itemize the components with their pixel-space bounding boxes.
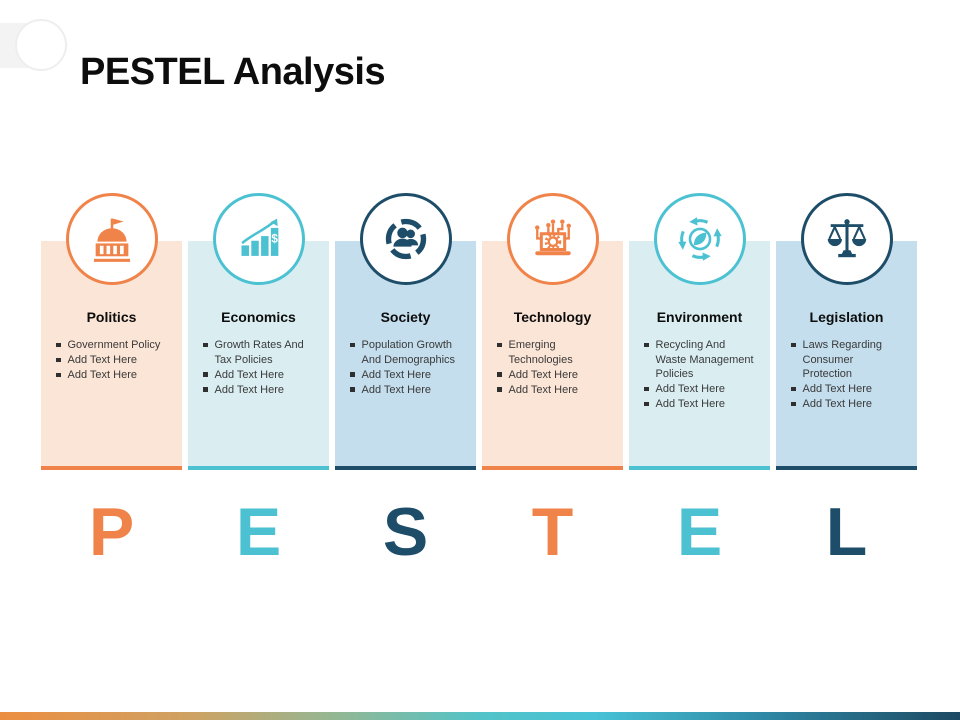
bullet-text: Add Text Here — [214, 368, 285, 381]
acronym-letter-e-4: E — [676, 494, 723, 570]
bullet-marker — [56, 342, 61, 347]
acronym-letter-l-5: L — [825, 494, 868, 570]
bullet-marker — [203, 372, 208, 377]
bullet-item: Add Text Here — [644, 397, 764, 412]
cards-row: Politics Government Policy Add Text Here A… — [41, 193, 921, 470]
bullet-item: Add Text Here — [644, 382, 764, 397]
bullet-marker — [56, 357, 61, 362]
justice-scales-icon — [819, 211, 875, 267]
government-building-icon — [84, 211, 140, 267]
bullet-item: Add Text Here — [56, 368, 176, 383]
bullet-marker — [791, 386, 796, 391]
acronym-letter-t-3: T — [531, 494, 574, 570]
bullet-text: Add Text Here — [67, 369, 138, 381]
bullet-marker — [497, 342, 502, 347]
bullet-marker — [497, 372, 502, 377]
card-bullet-list: Laws Regarding Consumer Protection Add Te… — [776, 338, 917, 412]
bullet-item: Laws Regarding Consumer Protection — [791, 338, 911, 382]
card-title: Politics — [86, 309, 137, 325]
bullet-text: Add Text Here — [67, 354, 138, 366]
bullet-item: Add Text Here — [56, 353, 176, 368]
pestel-card: Legislation Laws Regarding Consumer Prot… — [776, 193, 917, 470]
card-title: Environment — [656, 309, 743, 325]
acronym-letter-s-2: S — [382, 494, 429, 570]
acronym-letter-e-1: E — [235, 494, 282, 570]
bullet-marker — [350, 342, 355, 347]
card-bullet-list: Population Growth And Demographics Add Te… — [335, 338, 476, 397]
card-icon-circle — [800, 193, 893, 285]
technology-circuit-icon — [525, 211, 581, 267]
card-title: Legislation — [809, 309, 884, 325]
bullet-text: Government Policy — [67, 339, 161, 351]
bullet-item: Add Text Here — [350, 383, 470, 398]
card-bullet-list: Emerging Technologies Add Text Here Add Te… — [482, 338, 623, 397]
bullet-marker — [644, 401, 649, 406]
bullet-marker — [644, 386, 649, 391]
acronym-letter-p-0: P — [88, 494, 135, 570]
bullet-item: Government Policy — [56, 338, 176, 353]
bullet-marker — [791, 401, 796, 406]
header-decor-circle — [15, 19, 67, 71]
bullet-item: Recycling And Waste Management Policies — [644, 338, 764, 382]
card-bullet-list: Recycling And Waste Management Policies A… — [629, 338, 770, 412]
bullet-marker — [56, 372, 61, 377]
bullet-item: Add Text Here — [350, 368, 470, 383]
bullet-text: Add Text Here — [802, 398, 873, 410]
society-people-icon — [378, 211, 434, 267]
bullet-marker — [791, 342, 796, 347]
pestel-card: Environment Recycling And Waste Manageme… — [629, 193, 770, 470]
card-icon-circle — [359, 193, 452, 285]
bullet-text: Add Text Here — [508, 383, 579, 396]
svg-text:$: $ — [271, 233, 278, 246]
bullet-item: Add Text Here — [497, 368, 617, 383]
bullet-item: Add Text Here — [497, 383, 617, 398]
bullet-item: Add Text Here — [203, 368, 323, 383]
bullet-text: Add Text Here — [361, 368, 432, 381]
pestel-card: Society Population Growth And Demographi… — [335, 193, 476, 470]
pestel-card: $ Economics Growth Rates And Tax Policie… — [188, 193, 329, 470]
bullet-text: Recycling And Waste Management Policies — [655, 339, 754, 380]
card-title: Technology — [513, 309, 592, 325]
card-icon-circle — [506, 193, 599, 285]
bullet-text: Add Text Here — [508, 368, 579, 381]
bullet-text: Add Text Here — [655, 398, 726, 410]
bullet-text: Laws Regarding Consumer Protection — [802, 339, 883, 380]
bullet-item: Add Text Here — [791, 397, 911, 412]
bullet-text: Add Text Here — [655, 383, 726, 395]
bullet-marker — [497, 387, 502, 392]
card-icon-circle — [653, 193, 746, 285]
pestel-card: Technology Emerging Technologies Add Text… — [482, 193, 623, 470]
bullet-item: Growth Rates And Tax Policies — [203, 338, 323, 367]
bullet-marker — [350, 387, 355, 392]
environment-recycle-leaf-icon — [672, 211, 728, 267]
bullet-item: Emerging Technologies — [497, 338, 617, 367]
bullet-marker — [203, 387, 208, 392]
bullet-item: Add Text Here — [203, 383, 323, 398]
bullet-item: Population Growth And Demographics — [350, 338, 470, 367]
bullet-text: Add Text Here — [214, 383, 285, 396]
card-title: Economics — [221, 309, 296, 325]
card-title: Society — [380, 309, 431, 325]
card-bullet-list: Government Policy Add Text Here Add Text H… — [41, 338, 182, 383]
bullet-marker — [350, 372, 355, 377]
footer-gradient-bar — [0, 712, 960, 720]
card-icon-circle: $ — [212, 193, 305, 285]
page-title: PESTEL Analysis — [80, 51, 386, 94]
bullet-marker — [203, 342, 208, 347]
bullet-text: Emerging Technologies — [508, 339, 573, 366]
bullet-item: Add Text Here — [791, 382, 911, 397]
bullet-text: Add Text Here — [802, 383, 873, 395]
bullet-marker — [644, 342, 649, 347]
bullet-text: Population Growth And Demographics — [361, 339, 456, 366]
growth-bar-chart-icon: $ — [231, 211, 287, 267]
card-icon-circle — [65, 193, 158, 285]
bullet-text: Growth Rates And Tax Policies — [214, 339, 304, 366]
pestel-card: Politics Government Policy Add Text Here A… — [41, 193, 182, 470]
card-bullet-list: Growth Rates And Tax Policies Add Text He… — [188, 338, 329, 397]
bullet-text: Add Text Here — [361, 383, 432, 396]
